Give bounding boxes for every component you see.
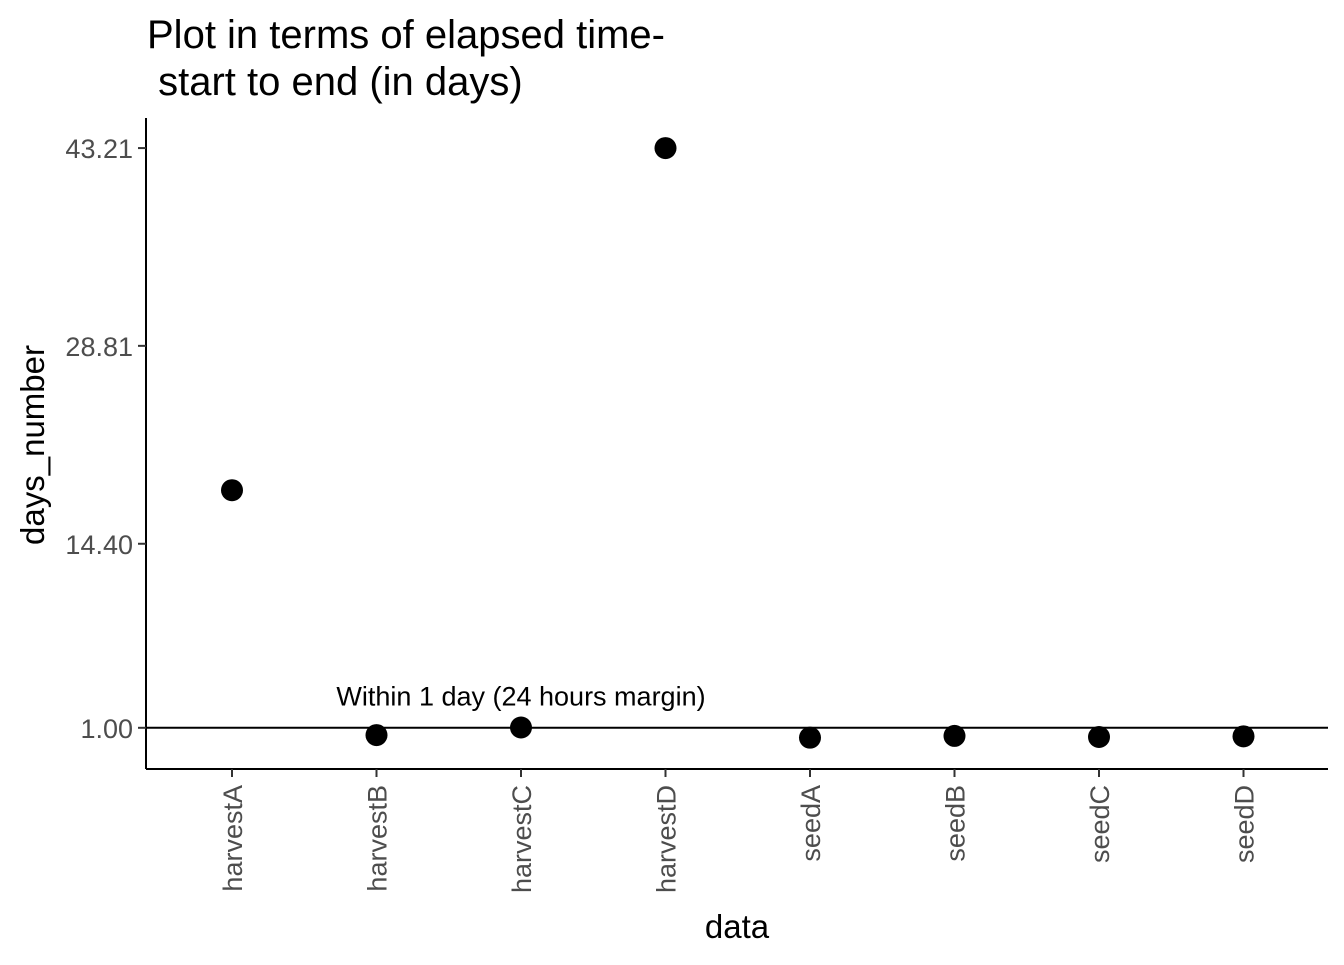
- y-tick-label: 28.81: [65, 332, 133, 362]
- x-tick-label: harvestD: [652, 785, 682, 893]
- data-point-seedD: [1232, 725, 1255, 748]
- data-point-seedC: [1088, 725, 1110, 748]
- data-point-harvestB: [365, 724, 388, 747]
- chart-title-line-1: Plot in terms of elapsed time-: [147, 13, 665, 57]
- data-point-harvestC: [510, 716, 532, 739]
- x-tick-label: seedD: [1230, 785, 1260, 863]
- x-tick-label: seedA: [796, 785, 826, 862]
- annotation-group: Within 1 day (24 hours margin): [336, 682, 705, 712]
- data-point-harvestD: [654, 137, 677, 160]
- x-tick-label: harvestC: [507, 785, 537, 893]
- chart-title-line-2: start to end (in days): [147, 60, 523, 104]
- data-points: [221, 137, 1255, 749]
- x-tick-label: harvestB: [363, 785, 393, 892]
- y-tick-label: 1.00: [80, 714, 133, 744]
- x-tick-label: seedC: [1085, 785, 1115, 863]
- chart-title: Plot in terms of elapsed time- start to …: [147, 13, 665, 104]
- data-point-seedB: [943, 724, 966, 747]
- x-tick-label: harvestA: [218, 785, 248, 892]
- y-tick-label: 14.40: [65, 530, 133, 560]
- annotation-label: Within 1 day (24 hours margin): [336, 682, 705, 712]
- y-tick-label: 43.21: [65, 134, 133, 164]
- data-point-seedA: [799, 726, 821, 749]
- data-point-harvestA: [221, 479, 243, 502]
- axes: 1.00 14.40 28.81 43.21 harvestA harvestB harve…: [65, 118, 1328, 893]
- y-axis-title: days_number: [14, 345, 51, 545]
- x-tick-label: seedB: [941, 785, 971, 862]
- x-axis-title: data: [705, 908, 770, 945]
